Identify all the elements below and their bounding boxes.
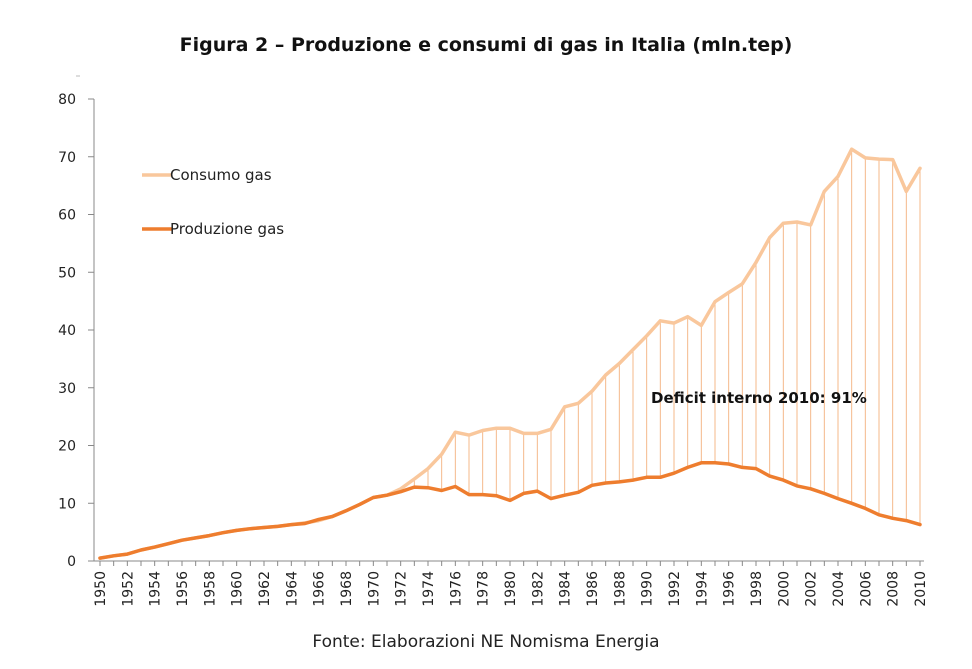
y-tick-label: 10 [58, 496, 76, 512]
x-tick-label: 2004 [831, 571, 847, 607]
x-tick-label: 1950 [93, 571, 109, 607]
y-tick-label: 60 [58, 208, 76, 224]
x-tick-label: 1956 [175, 571, 191, 607]
x-tick-label: 1998 [749, 571, 765, 607]
deficit-annotation: Deficit interno 2010: 91% [651, 389, 867, 407]
x-tick-label: 1968 [339, 571, 355, 607]
x-tick-label: 1978 [476, 571, 492, 607]
chart-title: Figura 2 – Produzione e consumi di gas i… [179, 34, 793, 56]
produzione-gas-line [98, 461, 922, 560]
x-tick-label: 2010 [913, 571, 929, 607]
y-tick-label: 70 [58, 150, 76, 166]
legend-label-consumo: Consumo gas [170, 166, 272, 184]
x-tick-label: 1966 [312, 571, 328, 607]
legend-label-produzione: Produzione gas [170, 220, 284, 238]
x-tick-label: 1970 [366, 571, 382, 607]
y-tick-label: 0 [67, 554, 76, 570]
chart-annotations: Deficit interno 2010: 91% [651, 389, 867, 407]
x-tick-label: 2006 [858, 571, 874, 607]
x-tick-label: 1994 [694, 571, 710, 607]
x-tick-label: 1992 [667, 571, 683, 607]
x-tick-label: 1964 [284, 571, 300, 607]
y-tick-label: 30 [58, 381, 76, 397]
x-tick-label: 1962 [257, 571, 273, 607]
y-tick-label: 50 [58, 265, 76, 281]
x-tick-label: 1952 [120, 571, 136, 607]
x-tick-label: 1976 [448, 571, 464, 607]
chart-axes: 0 10 20 30 40 50 60 70 80 1950 1952 1954 1956 1958 196… [58, 75, 929, 607]
x-tick-label: 1972 [394, 571, 410, 607]
x-tick-label: 1974 [421, 571, 437, 607]
x-tick-label: 1986 [585, 571, 601, 607]
y-tick-label: 40 [58, 323, 76, 339]
x-tick-label: 1982 [530, 571, 546, 607]
y-tick-label: 20 [58, 439, 76, 455]
chart-series [98, 147, 922, 560]
x-tick-label: 1984 [558, 571, 574, 607]
x-tick-label: 2002 [804, 571, 820, 607]
x-tick-label: 2000 [776, 571, 792, 607]
y-tick-label: 80 [58, 92, 76, 108]
x-tick-label: 1954 [148, 571, 164, 607]
x-tick-label: 1980 [503, 571, 519, 607]
x-tick-label: 1960 [230, 571, 246, 607]
x-tick-label: 1988 [612, 571, 628, 607]
chart-legend: Consumo gas Produzione gas [142, 166, 284, 238]
x-tick-label: 1996 [722, 571, 738, 607]
x-tick-label: 1990 [640, 571, 656, 607]
source-note: Fonte: Elaborazioni NE Nomisma Energia [312, 632, 660, 652]
deficit-fill-lines [400, 149, 921, 525]
x-tick-label: 2008 [886, 571, 902, 607]
x-tick-label: 1958 [202, 571, 218, 607]
